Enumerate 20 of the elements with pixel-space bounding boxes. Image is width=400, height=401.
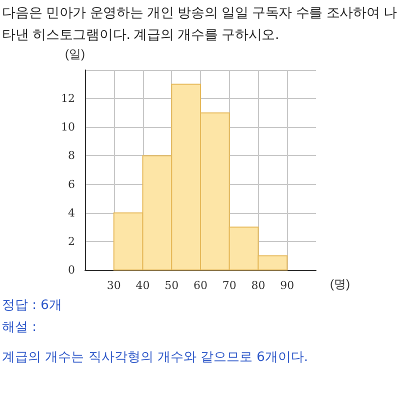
y-tick-label: 12 bbox=[61, 92, 75, 106]
text: 해설 : bbox=[2, 319, 37, 336]
chart-title: 다음은 민아가 운영하는 개인 방송의 일일 구독자 수를 조사하여 나타낸 히스토그램이다. 계급의 개수를 구하시오. bbox=[2, 4, 398, 45]
y-axis-title: (일) bbox=[65, 47, 85, 61]
x-tick-label: 80 bbox=[251, 279, 266, 292]
y-tick-label: 10 bbox=[61, 120, 75, 134]
text: 정답 : 6개 bbox=[2, 297, 62, 314]
y-tick-label: 6 bbox=[68, 178, 75, 191]
x-tick-label: 50 bbox=[164, 279, 179, 292]
x-tick-label: 90 bbox=[280, 279, 294, 292]
y-tick-label: 2 bbox=[68, 234, 75, 248]
text: 계급의 개수는 직사각형의 개수와 같으므로 6개이다. bbox=[2, 349, 308, 366]
x-tick-label: 30 bbox=[106, 279, 121, 292]
x-tick-label: 60 bbox=[194, 279, 208, 292]
x-tick-label: 70 bbox=[222, 279, 236, 292]
x-tick-label: 40 bbox=[136, 279, 150, 292]
y-tick-label: 8 bbox=[68, 149, 75, 162]
y-tick-label: 4 bbox=[68, 206, 75, 220]
x-axis-title: (명) bbox=[330, 277, 350, 291]
y-tick-label: 0 bbox=[68, 264, 75, 276]
